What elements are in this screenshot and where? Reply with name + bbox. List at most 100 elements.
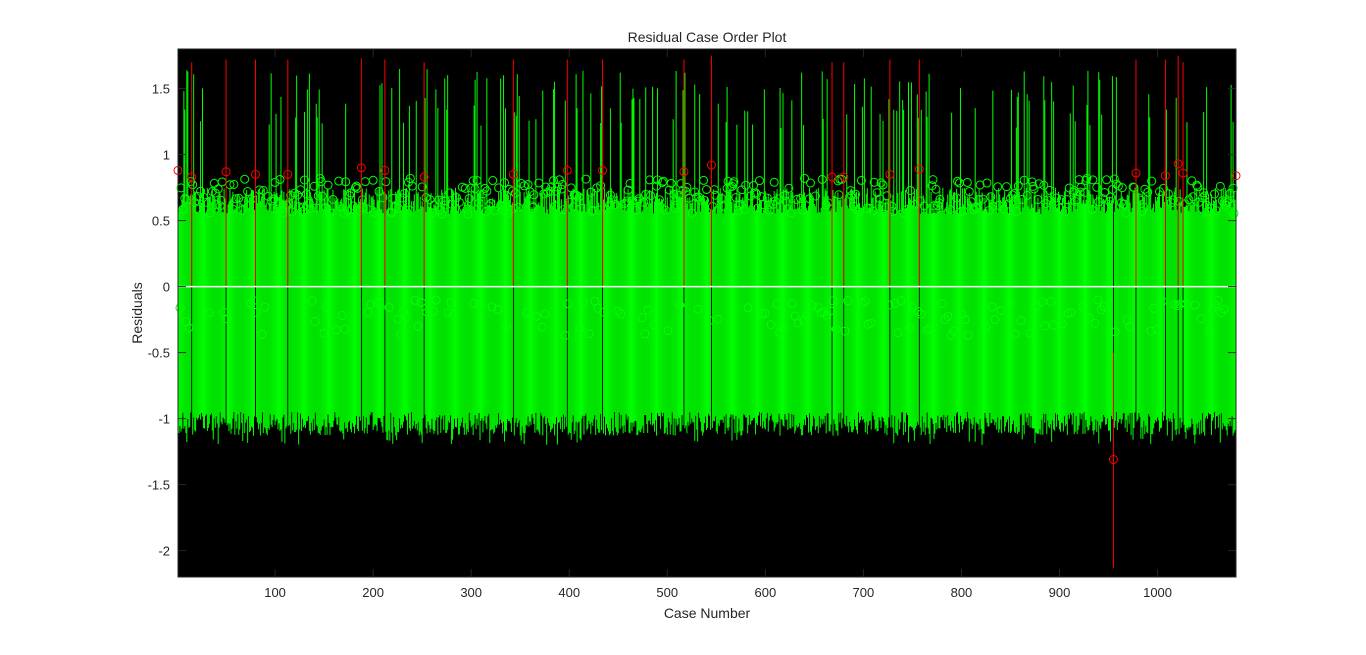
residual-marker	[962, 177, 972, 187]
residual-marker	[757, 309, 767, 319]
residual-marker	[1143, 187, 1153, 197]
residual-marker	[176, 183, 186, 193]
residual-marker	[575, 323, 585, 333]
residual-marker	[810, 191, 820, 201]
residual-marker	[1025, 328, 1035, 338]
residual-marker	[1029, 184, 1039, 194]
residual-marker	[587, 206, 597, 216]
residual-marker	[957, 309, 967, 319]
residual-marker	[896, 296, 906, 306]
residual-marker	[640, 329, 650, 339]
residual-marker	[804, 194, 814, 204]
residual-marker	[716, 193, 726, 203]
residual-marker	[413, 321, 423, 331]
residual-marker	[313, 191, 323, 201]
residual-marker	[899, 208, 909, 218]
residual-marker	[935, 194, 945, 204]
residual-marker	[1139, 202, 1149, 212]
residual-marker	[1168, 195, 1178, 205]
residual-marker	[460, 183, 470, 193]
outlier-marker	[562, 165, 572, 175]
residual-marker	[181, 317, 191, 327]
x-tick-label: 500	[656, 585, 678, 600]
residual-marker	[322, 302, 332, 312]
residual-marker	[610, 199, 620, 209]
residual-marker	[787, 299, 797, 309]
residual-marker	[350, 182, 360, 192]
residual-marker	[368, 175, 378, 185]
residual-marker	[298, 206, 308, 216]
residual-marker	[500, 178, 510, 188]
residual-marker	[488, 176, 498, 186]
residual-marker	[475, 300, 485, 310]
outlier-marker	[1160, 171, 1170, 181]
residual-marker	[709, 185, 719, 195]
residual-marker	[669, 189, 679, 199]
residual-marker	[607, 195, 617, 205]
residual-marker	[649, 320, 659, 330]
residual-marker	[431, 295, 441, 305]
residual-marker	[469, 298, 479, 308]
residual-marker	[480, 183, 490, 193]
residual-marker	[817, 174, 827, 184]
residual-marker	[1205, 325, 1215, 335]
residual-marker	[1105, 196, 1115, 206]
residual-marker	[494, 183, 504, 193]
residual-marker	[735, 200, 745, 210]
residual-marker	[301, 189, 311, 199]
outlier-marker	[250, 169, 260, 179]
residual-marker	[628, 196, 638, 206]
residual-marker	[1099, 302, 1109, 312]
residual-marker	[719, 202, 729, 212]
residual-marker	[623, 185, 633, 195]
residual-marker	[1082, 173, 1092, 183]
residual-marker	[825, 306, 835, 316]
green-error-bars	[178, 69, 1236, 445]
residual-marker	[784, 183, 794, 193]
residual-marker	[540, 309, 550, 319]
residual-marker	[646, 191, 656, 201]
residual-marker	[1009, 188, 1019, 198]
residual-marker	[231, 194, 241, 204]
residual-marker	[999, 204, 1009, 214]
outlier-marker	[1173, 159, 1183, 169]
outlier-marker	[706, 160, 716, 170]
residual-marker	[972, 204, 982, 214]
residual-marker	[758, 200, 768, 210]
residual-marker	[388, 193, 398, 203]
residual-marker	[284, 199, 294, 209]
residual-marker	[560, 330, 570, 340]
residual-marker	[792, 194, 802, 204]
residual-marker	[902, 205, 912, 215]
residual-marker	[945, 204, 955, 214]
residual-marker	[663, 326, 673, 336]
residual-marker	[296, 185, 306, 195]
residual-marker	[1113, 181, 1123, 191]
residual-marker	[928, 175, 938, 185]
residual-marker	[434, 195, 444, 205]
residual-marker	[472, 176, 482, 186]
residual-marker	[519, 181, 529, 191]
residual-marker	[860, 296, 870, 306]
residual-marker	[328, 194, 338, 204]
residual-marker	[437, 209, 447, 219]
residual-marker	[510, 188, 520, 198]
residual-marker	[260, 302, 270, 312]
residual-marker	[416, 297, 426, 307]
residual-marker	[498, 201, 508, 211]
residual-marker	[446, 297, 456, 307]
residual-marker	[1228, 183, 1238, 193]
residual-marker	[1088, 175, 1098, 185]
residual-marker	[193, 191, 203, 201]
residual-marker	[410, 295, 420, 305]
residual-marker	[516, 178, 526, 188]
residual-marker	[304, 198, 314, 208]
residual-marker	[987, 302, 997, 312]
residual-marker	[482, 186, 492, 196]
residual-marker	[1002, 182, 1012, 192]
residual-marker	[493, 305, 503, 315]
residual-marker	[1078, 302, 1088, 312]
y-tick-label: 0	[163, 280, 170, 295]
residual-marker	[346, 188, 356, 198]
residual-marker	[251, 307, 261, 317]
